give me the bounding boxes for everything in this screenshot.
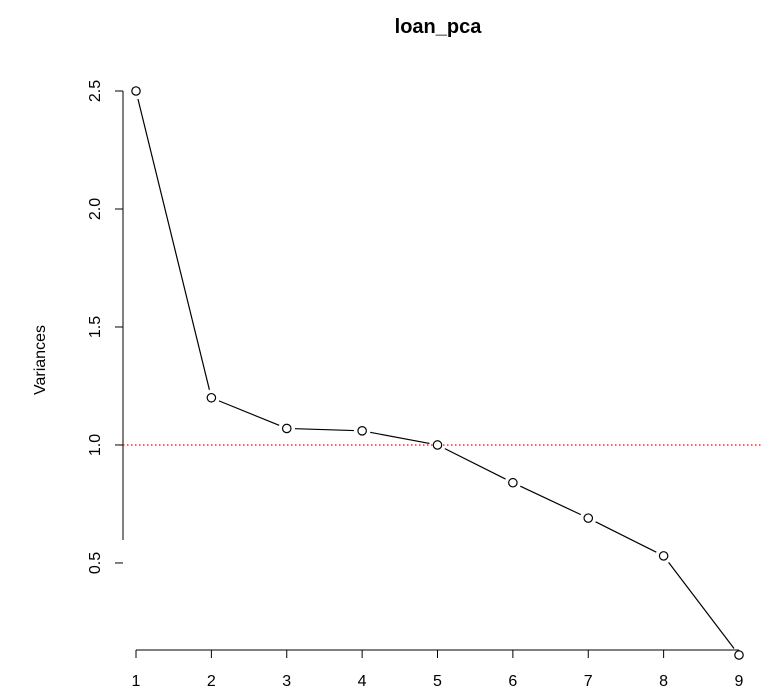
series-segment: [137, 98, 211, 390]
data-point: [658, 551, 669, 561]
series-segment: [668, 562, 735, 649]
series-segment: [520, 485, 582, 516]
x-tick-label: 6: [508, 673, 517, 690]
y-ticks: 0.5 1.0 1.5 2.0 2.5: [87, 80, 123, 574]
x-tick-label: 1: [132, 673, 141, 690]
series-segment: [444, 448, 506, 480]
x-ticks: 1 2 3 4 5 6 7 8 9: [132, 650, 744, 690]
data-point: [357, 426, 367, 436]
series-segment: [294, 428, 354, 432]
x-tick-label: 5: [433, 673, 442, 690]
x-tick-label: 3: [282, 673, 291, 690]
y-tick-label: 1.0: [87, 434, 104, 456]
data-point: [583, 513, 594, 523]
chart-title: loan_pca: [395, 16, 483, 38]
data-point: [281, 423, 292, 434]
x-tick-label: 9: [735, 673, 744, 690]
x-tick-label: 2: [207, 673, 216, 690]
x-tick-label: 8: [659, 673, 668, 690]
y-tick-label: 0.5: [87, 552, 104, 574]
series-segment: [370, 431, 430, 445]
data-point: [131, 86, 141, 96]
data-point: [734, 650, 744, 660]
x-axis: 1 2 3 4 5 6 7 8 9: [132, 649, 744, 690]
x-tick-label: 4: [358, 673, 367, 690]
series-segment: [595, 521, 657, 553]
y-tick-label: 2.0: [87, 198, 104, 220]
series-segment: [218, 400, 280, 426]
y-axis-label: Variances: [32, 325, 49, 395]
data-point: [206, 392, 217, 403]
plot-area: [131, 86, 744, 660]
data-point: [432, 440, 443, 450]
y-tick-label: 1.5: [87, 316, 104, 338]
x-tick-label: 7: [584, 673, 593, 690]
data-point: [508, 477, 518, 488]
y-axis: 0.5 1.0 1.5 2.0 2.5: [87, 80, 124, 574]
y-tick-label: 2.5: [87, 80, 104, 102]
